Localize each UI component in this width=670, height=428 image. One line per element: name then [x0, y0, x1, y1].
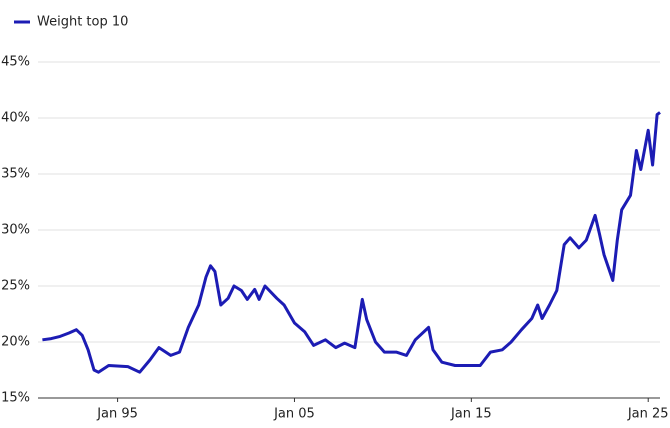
y-tick-label: 25% — [1, 279, 30, 294]
y-tick-label: 35% — [1, 167, 30, 182]
y-tick-label: 45% — [1, 55, 30, 70]
legend-label: Weight top 10 — [37, 15, 128, 30]
y-tick-label: 30% — [1, 223, 30, 238]
line — [42, 111, 661, 374]
y-tick-label: 40% — [1, 111, 30, 126]
y-tick-label: 15% — [1, 391, 30, 406]
x-tick-label: Jan 05 — [273, 407, 315, 422]
x-tick-label: Jan 95 — [96, 407, 138, 422]
x-tick-label: Jan 15 — [450, 407, 492, 422]
x-tick-label: Jan 25 — [627, 407, 669, 422]
y-tick-label: 20% — [1, 335, 30, 350]
